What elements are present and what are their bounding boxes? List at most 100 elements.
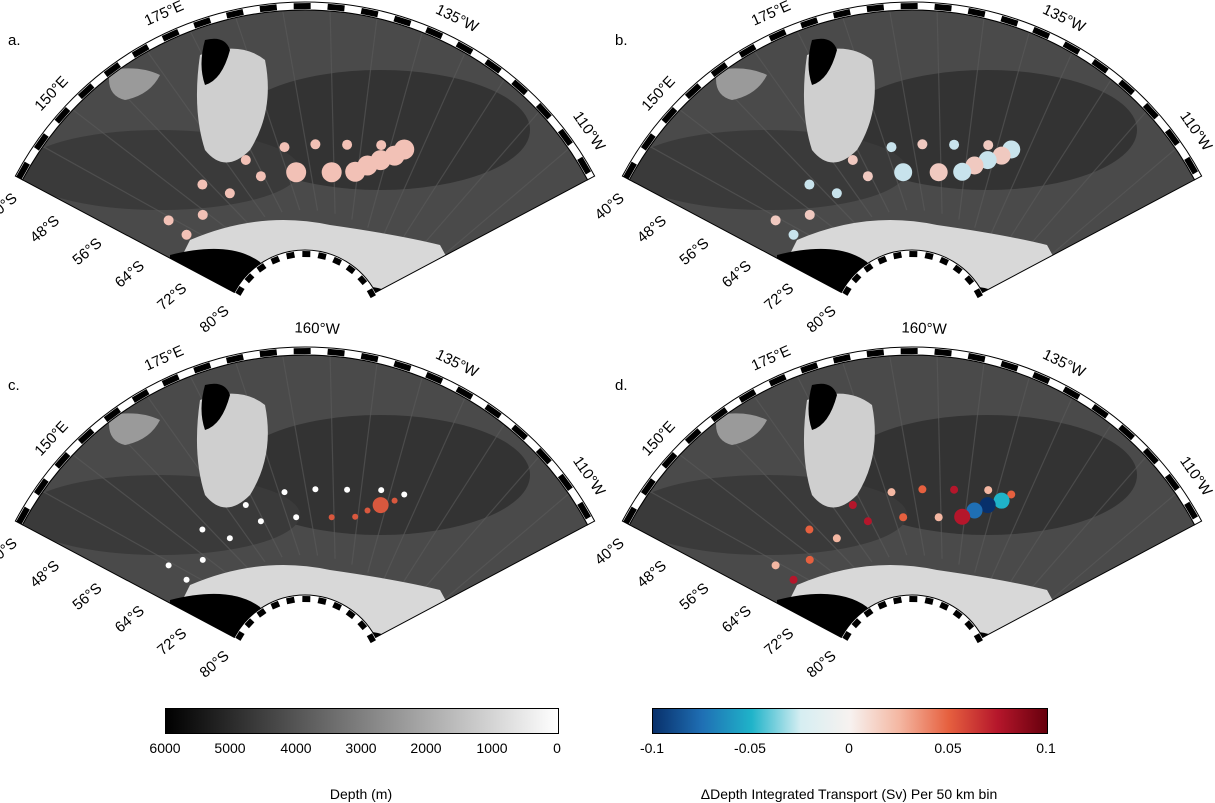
border-dash (131, 389, 150, 403)
track-point (257, 518, 264, 525)
fracture-line (889, 10, 926, 211)
fracture-line (889, 355, 926, 556)
border-dash (842, 630, 852, 641)
track-point (328, 514, 335, 521)
fracture-line (42, 490, 221, 591)
track-point (863, 517, 872, 526)
track-point (279, 142, 290, 153)
depth-tick: 1000 (476, 740, 508, 756)
border-dash (484, 403, 502, 419)
border-dash (393, 360, 412, 372)
fracture-line (394, 424, 505, 596)
border-dash (1164, 473, 1180, 491)
track-point (770, 215, 781, 226)
border-dash (511, 79, 528, 96)
border-dash (535, 447, 552, 465)
track-point (224, 188, 235, 199)
track-point (345, 161, 366, 182)
deep-basin (837, 70, 1137, 190)
border-dash (851, 618, 862, 629)
border-dash (952, 264, 963, 275)
border-dash (577, 156, 591, 175)
track-point (242, 502, 249, 509)
track-point (401, 491, 408, 498)
border-dash (16, 161, 30, 180)
border-dash (259, 4, 278, 13)
border-dash (193, 362, 212, 374)
track-point (993, 492, 1010, 509)
track-point (966, 502, 983, 519)
latitude-label: 56°S (676, 235, 712, 269)
border-dash (893, 596, 902, 605)
border-dash (1062, 41, 1081, 55)
fracture-line (381, 52, 466, 239)
depth-tick: 2000 (410, 740, 442, 756)
fracture-line (936, 355, 943, 559)
track-point (847, 155, 858, 166)
tasmania-land (70, 394, 100, 416)
border-dash (1000, 15, 1019, 27)
latitude-label: 80°S (196, 647, 232, 681)
border-dash (877, 255, 888, 265)
deep-basin (22, 475, 300, 555)
track-point (831, 188, 842, 199)
border-dash (103, 407, 121, 423)
panel-label: a. (8, 32, 21, 49)
new-zealand-land (201, 38, 230, 85)
transport-tick: 0.05 (934, 740, 962, 756)
latitude-label: 64°S (112, 257, 148, 291)
border-dash (366, 633, 376, 644)
longitude-label: 160°W (901, 319, 948, 338)
fracture-line (351, 18, 378, 220)
track-point (312, 486, 319, 493)
fracture-line (405, 111, 540, 266)
track-point (226, 535, 233, 542)
border-dash (332, 601, 342, 611)
track-point (197, 209, 208, 220)
border-dash (967, 352, 986, 363)
border-dash (455, 41, 474, 55)
border-dash (1184, 501, 1198, 520)
border-dash (768, 29, 787, 42)
transport-tick: -0.1 (639, 740, 665, 756)
map-content (22, 10, 588, 293)
fracture-line (107, 77, 250, 225)
track-point (929, 163, 948, 182)
longitude-label: 175°E (749, 0, 793, 30)
border-dash (964, 275, 975, 286)
fracture-line (1001, 424, 1112, 596)
border-dash (235, 630, 245, 641)
fracture-line (282, 355, 319, 556)
track-point (286, 162, 307, 183)
border-dash (557, 128, 573, 146)
border-dash (317, 252, 327, 260)
deep-basin (837, 415, 1137, 535)
border-dash (924, 597, 934, 605)
border-dash (952, 609, 963, 620)
track-point (376, 140, 387, 151)
longitude-label: 175°E (749, 342, 793, 374)
map-border (621, 1, 1203, 181)
border-dash (768, 374, 787, 387)
border-dash (357, 275, 368, 286)
fracture-line (649, 145, 828, 246)
depth-tick: 5000 (214, 740, 246, 756)
track-point (293, 514, 300, 521)
track-point (771, 561, 780, 570)
track-point (181, 229, 192, 240)
border-dash (557, 473, 573, 491)
panel-b: b. 150°E175°E160°W135°W110°W40°S48°S56°S… (592, 0, 1215, 370)
border-dash (710, 407, 728, 423)
map-content (629, 355, 1195, 638)
latitude-label: 72°S (761, 280, 797, 314)
track-point (887, 488, 896, 497)
map-b: 150°E175°E160°W135°W110°W40°S48°S56°S64°… (592, 0, 1215, 336)
fracture-line (72, 454, 234, 580)
fracture-line (679, 454, 841, 580)
track-point (240, 155, 251, 166)
border-dash (1032, 26, 1051, 40)
track-point (391, 497, 398, 504)
track-point (848, 501, 857, 510)
panel-label: d. (615, 377, 628, 394)
antarctica-land (937, 631, 1027, 638)
